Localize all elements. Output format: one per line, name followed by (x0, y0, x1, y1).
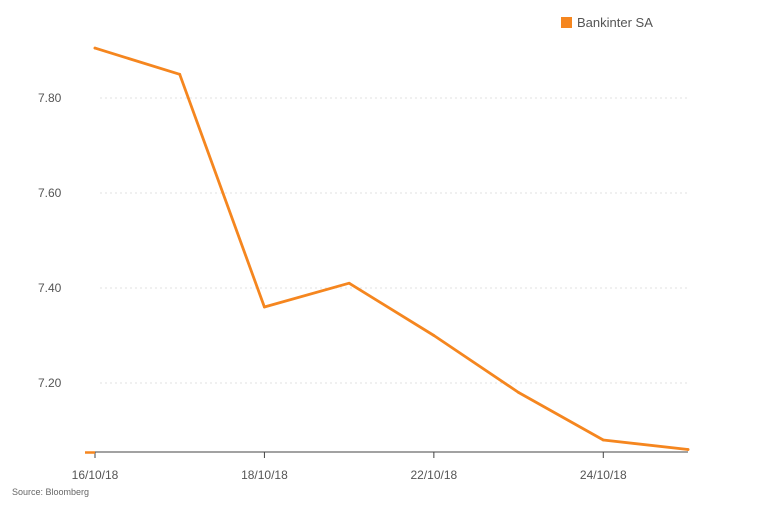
y-tick-label: 7.40 (38, 281, 62, 295)
y-tick-label: 7.60 (38, 186, 62, 200)
data-point (686, 448, 690, 451)
data-point (517, 391, 520, 394)
x-tick-label: 24/10/18 (580, 468, 627, 482)
x-tick-label: 16/10/18 (72, 468, 119, 482)
y-axis: 7.20 7.40 7.60 7.80 (38, 91, 62, 390)
y-tick-label: 7.80 (38, 91, 62, 105)
legend: Bankinter SA (561, 15, 653, 30)
series-layer (93, 46, 690, 451)
x-axis: 16/10/18 18/10/18 22/10/18 24/10/18 (72, 451, 688, 482)
legend-label: Bankinter SA (577, 15, 653, 30)
source-note: Source: Bloomberg (12, 487, 90, 497)
y-tick-label: 7.20 (38, 376, 62, 390)
data-point (601, 438, 605, 442)
legend-swatch (561, 17, 572, 28)
data-point (432, 334, 436, 337)
data-point (347, 281, 351, 285)
data-point (263, 305, 266, 309)
data-point (178, 72, 182, 76)
series-line (93, 46, 690, 451)
x-tick-label: 22/10/18 (410, 468, 457, 482)
data-point (93, 46, 97, 50)
gridlines (100, 97, 688, 384)
x-tick-label: 18/10/18 (241, 468, 288, 482)
